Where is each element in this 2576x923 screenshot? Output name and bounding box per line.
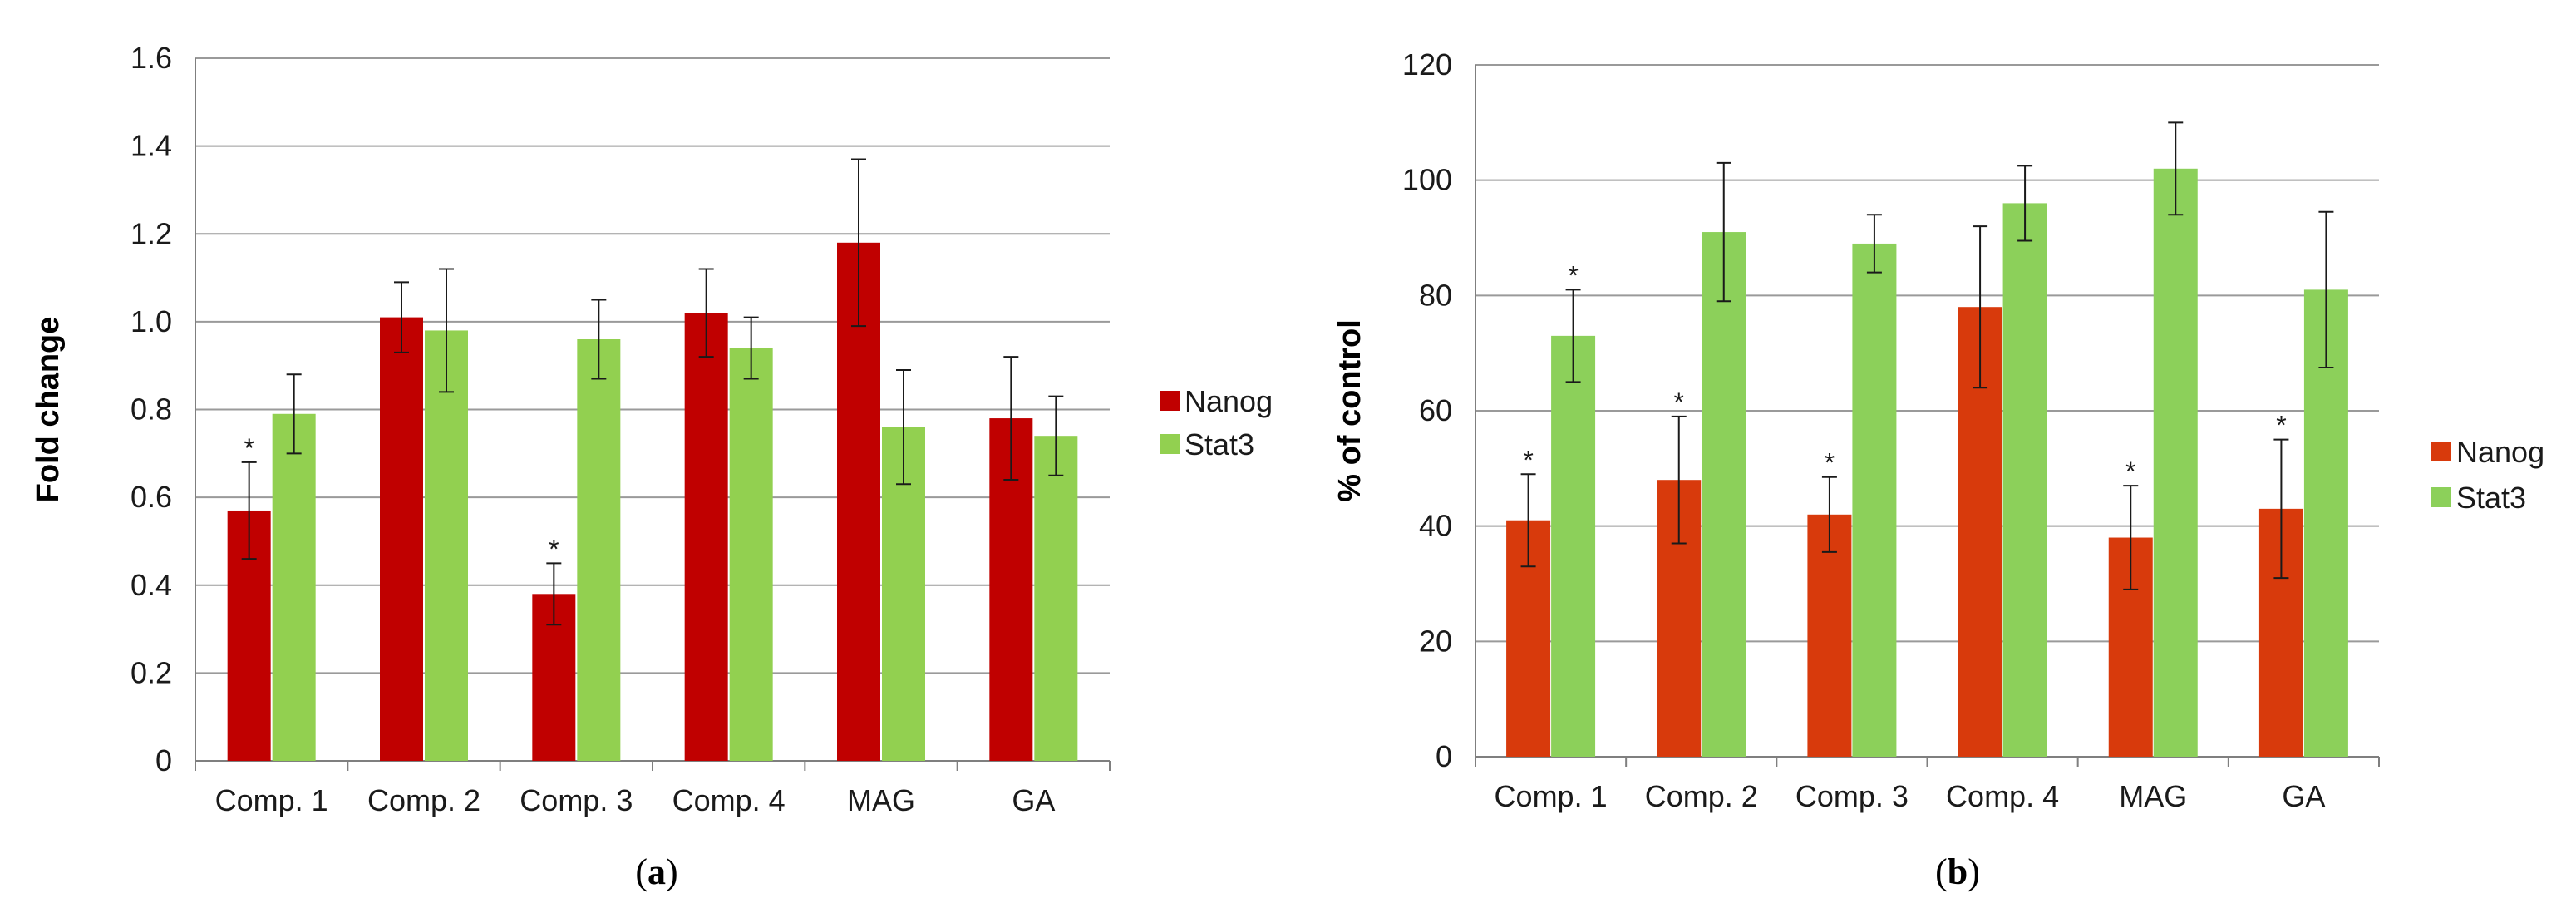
bar-stat3 bbox=[577, 339, 621, 761]
bar-nanog bbox=[1807, 514, 1852, 757]
bar-stat3 bbox=[1551, 335, 1596, 757]
y-tick-label: 0 bbox=[155, 743, 172, 777]
x-tick-label: GA bbox=[1012, 783, 1055, 817]
y-tick-label: 60 bbox=[1419, 393, 1452, 427]
y-tick-label: 0 bbox=[1436, 739, 1452, 773]
y-tick-label: 100 bbox=[1402, 163, 1452, 197]
y-tick-label: 120 bbox=[1402, 47, 1452, 81]
y-tick-label: 0.8 bbox=[131, 392, 172, 427]
x-tick-label: GA bbox=[2282, 779, 2325, 813]
y-tick-label: 1.0 bbox=[131, 304, 172, 338]
significance-marker: * bbox=[1523, 445, 1533, 475]
bar-stat3 bbox=[2002, 203, 2047, 757]
x-tick-label: Comp. 2 bbox=[367, 783, 480, 817]
y-tick-label: 0.6 bbox=[131, 480, 172, 514]
significance-marker: * bbox=[1674, 387, 1684, 417]
legend-swatch-stat3 bbox=[2431, 487, 2451, 507]
bar-stat3 bbox=[272, 413, 316, 761]
bar-nanog bbox=[380, 317, 423, 761]
significance-marker: * bbox=[1568, 260, 1578, 290]
y-tick-label: 80 bbox=[1419, 278, 1452, 312]
bar-stat3 bbox=[425, 330, 468, 761]
bar-nanog bbox=[837, 242, 880, 761]
x-tick-label: MAG bbox=[2119, 779, 2187, 813]
bar-stat3 bbox=[1852, 243, 1897, 757]
bar-stat3 bbox=[1034, 436, 1078, 761]
significance-marker: * bbox=[2125, 457, 2135, 486]
legend-swatch-stat3 bbox=[1160, 434, 1180, 454]
significance-marker: * bbox=[1825, 448, 1835, 478]
bar-stat3 bbox=[729, 348, 773, 761]
legend-label-nanog: Nanog bbox=[2456, 435, 2544, 469]
legend-swatch-nanog bbox=[1160, 391, 1180, 411]
x-tick-label: Comp. 3 bbox=[520, 783, 633, 817]
y-tick-label: 40 bbox=[1419, 509, 1452, 543]
panel-label: (a) bbox=[635, 851, 677, 892]
x-tick-label: MAG bbox=[847, 783, 915, 817]
bar-nanog bbox=[684, 313, 728, 761]
legend-label-stat3: Stat3 bbox=[2456, 481, 2526, 515]
x-tick-label: Comp. 3 bbox=[1795, 779, 1909, 813]
x-tick-label: Comp. 1 bbox=[1495, 779, 1608, 813]
legend-label-nanog: Nanog bbox=[1185, 384, 1273, 418]
y-tick-label: 1.6 bbox=[131, 41, 172, 75]
y-tick-label: 20 bbox=[1419, 624, 1452, 658]
y-axis-title: Fold change bbox=[31, 317, 66, 503]
y-tick-label: 1.2 bbox=[131, 216, 172, 250]
significance-marker: * bbox=[2276, 411, 2286, 441]
panel-label: (b) bbox=[1935, 851, 1980, 892]
x-tick-label: Comp. 1 bbox=[215, 783, 328, 817]
legend-swatch-nanog bbox=[2431, 442, 2451, 462]
chart-panel-b: 0 20 40 60 80 100 120 % of control * * Comp. 1 * Com… bbox=[1332, 47, 2544, 892]
bar-stat3 bbox=[1702, 232, 1746, 758]
significance-marker: * bbox=[549, 534, 559, 564]
y-tick-label: 1.4 bbox=[131, 129, 172, 163]
y-tick-label: 0.2 bbox=[131, 655, 172, 689]
significance-marker: * bbox=[244, 433, 254, 463]
x-tick-label: Comp. 4 bbox=[672, 783, 786, 817]
bar-stat3 bbox=[2153, 168, 2198, 758]
y-tick-label: 0.4 bbox=[131, 568, 172, 602]
chart-panel-a: 0 0.2 0.4 0.6 0.8 1.0 1.2 1.4 1.6 Fold change * Com… bbox=[31, 41, 1273, 892]
x-tick-label: Comp. 2 bbox=[1645, 779, 1758, 813]
legend-label-stat3: Stat3 bbox=[1185, 427, 1254, 462]
y-axis-title: % of control bbox=[1332, 319, 1367, 502]
x-tick-label: Comp. 4 bbox=[1946, 779, 2059, 813]
